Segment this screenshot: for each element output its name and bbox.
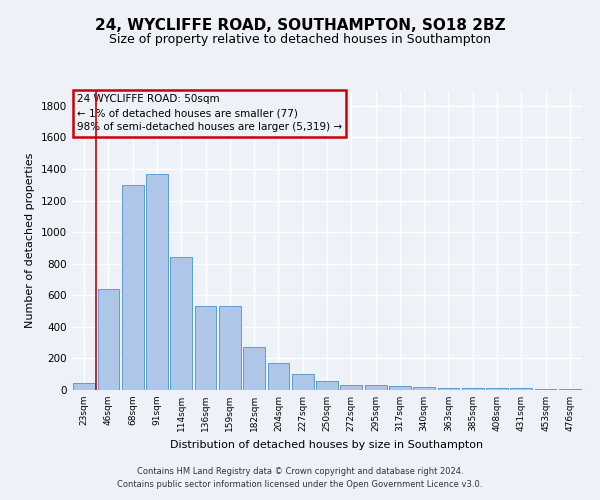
Text: Size of property relative to detached houses in Southampton: Size of property relative to detached ho… — [109, 32, 491, 46]
Bar — [437, 388, 460, 390]
Bar — [316, 382, 338, 390]
Bar — [219, 306, 241, 390]
Bar — [535, 389, 556, 390]
Bar — [268, 363, 289, 390]
Text: 24 WYCLIFFE ROAD: 50sqm
← 1% of detached houses are smaller (77)
98% of semi-det: 24 WYCLIFFE ROAD: 50sqm ← 1% of detached… — [77, 94, 342, 132]
Bar — [243, 348, 265, 390]
Bar — [486, 388, 508, 390]
Bar — [146, 174, 168, 390]
Text: Contains public sector information licensed under the Open Government Licence v3: Contains public sector information licen… — [118, 480, 482, 489]
Bar — [73, 383, 95, 390]
Bar — [194, 306, 217, 390]
Bar — [292, 374, 314, 390]
Bar — [365, 386, 386, 390]
Bar — [389, 386, 411, 390]
Bar — [340, 386, 362, 390]
Bar — [170, 258, 192, 390]
Bar — [122, 184, 143, 390]
Text: Contains HM Land Registry data © Crown copyright and database right 2024.: Contains HM Land Registry data © Crown c… — [137, 467, 463, 476]
X-axis label: Distribution of detached houses by size in Southampton: Distribution of detached houses by size … — [170, 440, 484, 450]
Bar — [413, 387, 435, 390]
Bar — [462, 388, 484, 390]
Bar — [511, 388, 532, 390]
Text: 24, WYCLIFFE ROAD, SOUTHAMPTON, SO18 2BZ: 24, WYCLIFFE ROAD, SOUTHAMPTON, SO18 2BZ — [95, 18, 505, 32]
Bar — [97, 289, 119, 390]
Y-axis label: Number of detached properties: Number of detached properties — [25, 152, 35, 328]
Bar — [559, 389, 581, 390]
